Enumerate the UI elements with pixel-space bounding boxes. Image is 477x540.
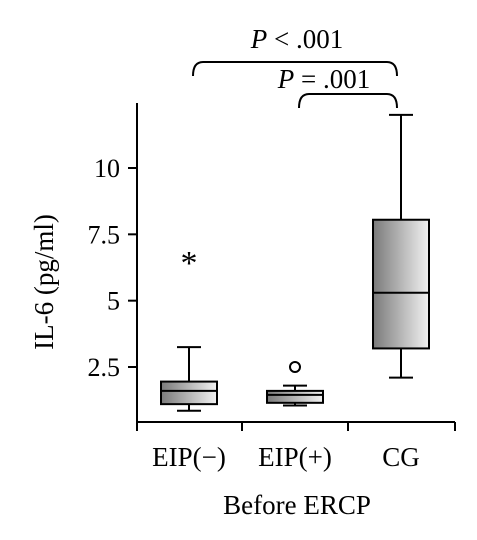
x-tick-label: EIP(−): [152, 442, 226, 472]
significance-label: P = .001: [277, 64, 370, 94]
y-tick-label: 5: [107, 287, 120, 316]
x-tick-label: EIP(+): [258, 442, 332, 472]
y-tick-label: 2.5: [88, 353, 121, 382]
x-axis-label: Before ERCP: [223, 490, 371, 520]
box-group: [372, 113, 430, 379]
x-tick-label: CG: [382, 442, 420, 472]
y-axis-label: IL-6 (pg/ml): [29, 214, 59, 350]
outlier-asterisk: *: [181, 245, 198, 282]
significance-bracket: [298, 93, 398, 109]
box-group: *: [160, 245, 218, 412]
y-tick-label: 7.5: [88, 220, 121, 249]
box-group: [266, 361, 324, 407]
y-tick-label: 10: [94, 154, 120, 183]
significance-label: P < .001: [250, 24, 343, 54]
box-iqr: [372, 218, 430, 350]
plot-area: 2.5 5 7.5 10 EIP(−) EIP(+) CG * P < .001 P = .001: [88, 24, 456, 472]
box-iqr: [160, 380, 218, 406]
outlier-circle: [289, 361, 301, 373]
significance-bracket: [192, 61, 398, 77]
box-iqr: [266, 389, 324, 404]
